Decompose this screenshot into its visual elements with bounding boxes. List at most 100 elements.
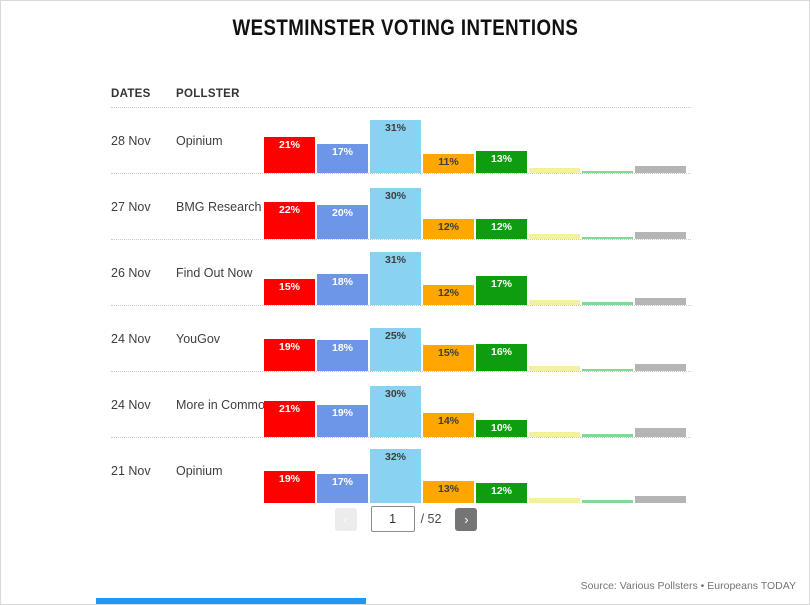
bar-light-green	[582, 302, 633, 305]
bar-light-green	[582, 171, 633, 173]
bar-value-label: 32%	[384, 451, 406, 463]
bar-red: 21%	[264, 137, 315, 173]
column-header-dates: DATES	[111, 88, 151, 100]
bar-orange: 14%	[423, 413, 474, 437]
bar-green: 13%	[476, 151, 527, 173]
poll-date: 26 Nov	[111, 265, 151, 280]
page-total-label: / 52	[420, 512, 442, 526]
bar-skyblue: 30%	[370, 188, 421, 239]
poll-row: 24 Nov More in Common 21% 19% 30% 14% 10%	[111, 372, 691, 438]
chevron-left-icon: ‹	[343, 511, 348, 527]
bar-value-label: 17%	[331, 146, 353, 158]
bar-value-label: 30%	[384, 388, 406, 400]
bar-value-label: 14%	[437, 415, 459, 427]
poll-bars: 19% 17% 32% 13% 12%	[264, 438, 688, 503]
bar-value-label: 22%	[278, 204, 300, 216]
pagination: ‹ / 52 ›	[1, 506, 809, 532]
poll-pollster: YouGov	[176, 331, 221, 346]
poll-date: 21 Nov	[111, 463, 151, 478]
poll-pollster: BMG Research	[176, 199, 262, 214]
bar-blue: 20%	[317, 205, 368, 239]
bar-value-label: 15%	[278, 281, 300, 293]
bar-value-label: 31%	[384, 122, 406, 134]
column-header-pollster: POLLSTER	[176, 88, 240, 100]
bar-value-label: 10%	[490, 422, 512, 434]
bar-value-label: 25%	[384, 330, 406, 342]
bar-value-label: 19%	[331, 407, 353, 419]
poll-pollster: Opinium	[176, 463, 223, 478]
poll-row: 28 Nov Opinium 21% 17% 31% 11% 13%	[111, 108, 691, 174]
bar-skyblue: 30%	[370, 386, 421, 437]
bar-value-label: 16%	[490, 346, 512, 358]
poll-pollster: Opinium	[176, 133, 223, 148]
bar-gray	[635, 428, 686, 437]
poll-row: 26 Nov Find Out Now 15% 18% 31% 12% 17%	[111, 240, 691, 306]
poll-rows: 28 Nov Opinium 21% 17% 31% 11% 13% 27 Nov BMG Re…	[111, 108, 691, 503]
bar-red: 19%	[264, 471, 315, 503]
bar-green: 12%	[476, 483, 527, 503]
bar-value-label: 12%	[437, 287, 459, 299]
poll-bars: 15% 18% 31% 12% 17%	[264, 240, 688, 305]
next-page-button[interactable]: ›	[455, 507, 478, 531]
page-title: WESTMINSTER VOTING INTENTIONS	[232, 15, 578, 40]
polls-table: DATES POLLSTER 28 Nov Opinium 21% 17% 31% 11%…	[111, 81, 691, 503]
poll-date: 24 Nov	[111, 397, 151, 412]
bar-value-label: 21%	[278, 403, 300, 415]
bar-red: 21%	[264, 401, 315, 437]
poll-bars: 21% 17% 31% 11% 13%	[264, 108, 688, 173]
bar-blue: 17%	[317, 144, 368, 173]
bar-gray	[635, 166, 686, 173]
bar-gray	[635, 298, 686, 305]
prev-page-button[interactable]: ‹	[334, 507, 357, 531]
bar-blue: 19%	[317, 405, 368, 437]
bar-green: 17%	[476, 276, 527, 305]
bar-skyblue: 31%	[370, 120, 421, 173]
bar-orange: 11%	[423, 154, 474, 173]
bar-red: 19%	[264, 339, 315, 371]
bar-red: 22%	[264, 202, 315, 239]
bar-green: 10%	[476, 420, 527, 437]
page-number-input[interactable]	[370, 506, 415, 532]
bar-light-green	[582, 434, 633, 437]
bar-pale-yellow	[529, 432, 580, 437]
title-bar: WESTMINSTER VOTING INTENTIONS	[1, 15, 809, 43]
bar-value-label: 12%	[437, 221, 459, 233]
source-attribution: Source: Various Pollsters • Europeans TO…	[580, 580, 796, 592]
bar-light-green	[582, 369, 633, 371]
bar-skyblue: 31%	[370, 252, 421, 305]
bar-value-label: 17%	[490, 278, 512, 290]
bar-red: 15%	[264, 279, 315, 305]
chevron-right-icon: ›	[464, 511, 469, 527]
bar-gray	[635, 496, 686, 503]
poll-bars: 22% 20% 30% 12% 12%	[264, 174, 688, 239]
bar-green: 16%	[476, 344, 527, 371]
table-header: DATES POLLSTER	[111, 81, 691, 108]
bar-skyblue: 32%	[370, 449, 421, 503]
bar-value-label: 13%	[490, 153, 512, 165]
bar-value-label: 31%	[384, 254, 406, 266]
bar-value-label: 20%	[331, 207, 353, 219]
poll-bars: 21% 19% 30% 14% 10%	[264, 372, 688, 437]
bar-blue: 18%	[317, 274, 368, 305]
bar-value-label: 15%	[437, 347, 459, 359]
bar-pale-yellow	[529, 168, 580, 173]
bar-pale-yellow	[529, 300, 580, 305]
bar-value-label: 11%	[438, 156, 459, 168]
poll-row: 24 Nov YouGov 19% 18% 25% 15% 16%	[111, 306, 691, 372]
bar-value-label: 21%	[278, 139, 300, 151]
poll-row: 27 Nov BMG Research 22% 20% 30% 12% 12%	[111, 174, 691, 240]
bar-green: 12%	[476, 219, 527, 239]
bar-blue: 18%	[317, 340, 368, 371]
bar-pale-yellow	[529, 498, 580, 503]
poll-date: 28 Nov	[111, 133, 151, 148]
bar-value-label: 17%	[331, 476, 353, 488]
poll-date: 27 Nov	[111, 199, 151, 214]
bar-pale-yellow	[529, 366, 580, 371]
bar-gray	[635, 232, 686, 239]
bar-value-label: 19%	[278, 341, 300, 353]
bar-orange: 12%	[423, 219, 474, 239]
bar-gray	[635, 364, 686, 371]
bar-value-label: 12%	[490, 221, 512, 233]
bar-skyblue: 25%	[370, 328, 421, 371]
bar-value-label: 12%	[490, 485, 512, 497]
